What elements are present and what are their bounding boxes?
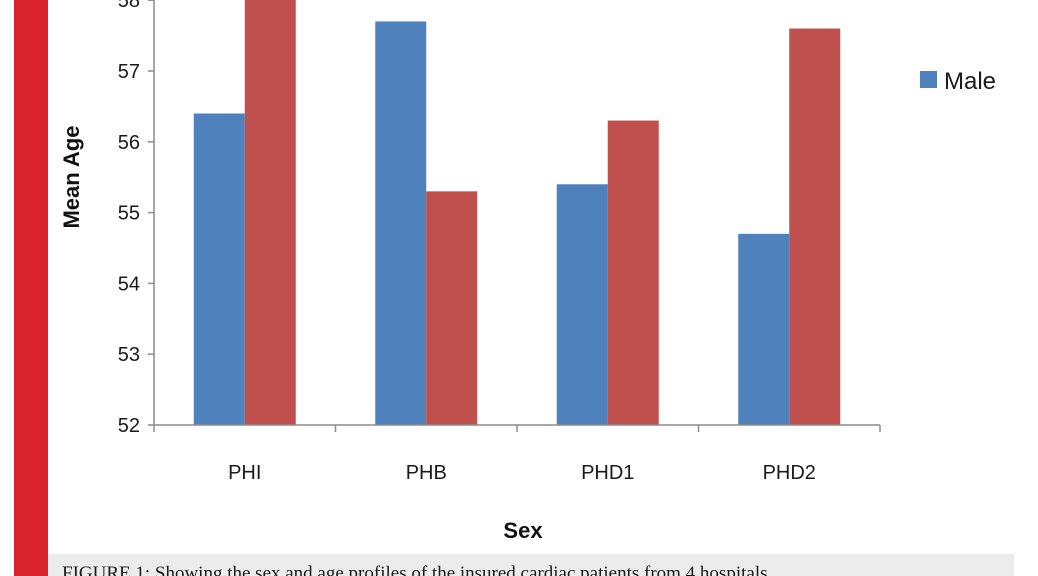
- y-tick-label: 56: [118, 132, 140, 154]
- bar-chart: 52 53 54 55 56 57 58 PHI PHB PHD1 PHD2 Mean Age Se…: [59, 0, 996, 543]
- bar-phi-series-1: [193, 113, 245, 425]
- y-tick-label: 58: [118, 0, 140, 12]
- y-axis-title: Mean Age: [59, 125, 84, 228]
- y-tick-label: 52: [118, 415, 140, 437]
- x-tick-label: PHI: [228, 462, 261, 484]
- y-tick-label: 54: [118, 273, 140, 295]
- x-tick-label: PHD2: [763, 462, 816, 484]
- figure-caption-text: FIGURE 1: Showing the sex and age profil…: [62, 563, 768, 576]
- legend: Male: [920, 68, 996, 95]
- y-tick-label: 53: [118, 344, 140, 366]
- page-margin: [0, 0, 14, 576]
- bar-phd1-series-2: [607, 120, 659, 425]
- bar-phb-series-2: [426, 191, 478, 425]
- legend-label-male: Male: [944, 68, 996, 95]
- bar-phb-series-1: [375, 21, 427, 425]
- x-tick-label: PHB: [406, 462, 447, 484]
- bars-group: [193, 0, 841, 426]
- y-tick-label: 55: [118, 203, 140, 225]
- figure-caption: FIGURE 1: Showing the sex and age profil…: [48, 554, 1014, 576]
- bar-phi-series-2: [244, 0, 296, 425]
- bar-phd2-series-2: [789, 28, 841, 426]
- bar-phd1-series-1: [556, 184, 608, 425]
- x-tick-label: PHD1: [581, 462, 634, 484]
- x-axis-title: Sex: [503, 518, 543, 543]
- ticks-group: 52 53 54 55 56 57 58 PHI PHB PHD1 PHD2: [118, 0, 881, 484]
- y-tick-label: 57: [118, 61, 140, 83]
- bar-phd2-series-1: [738, 233, 790, 425]
- legend-swatch-male: [920, 71, 937, 88]
